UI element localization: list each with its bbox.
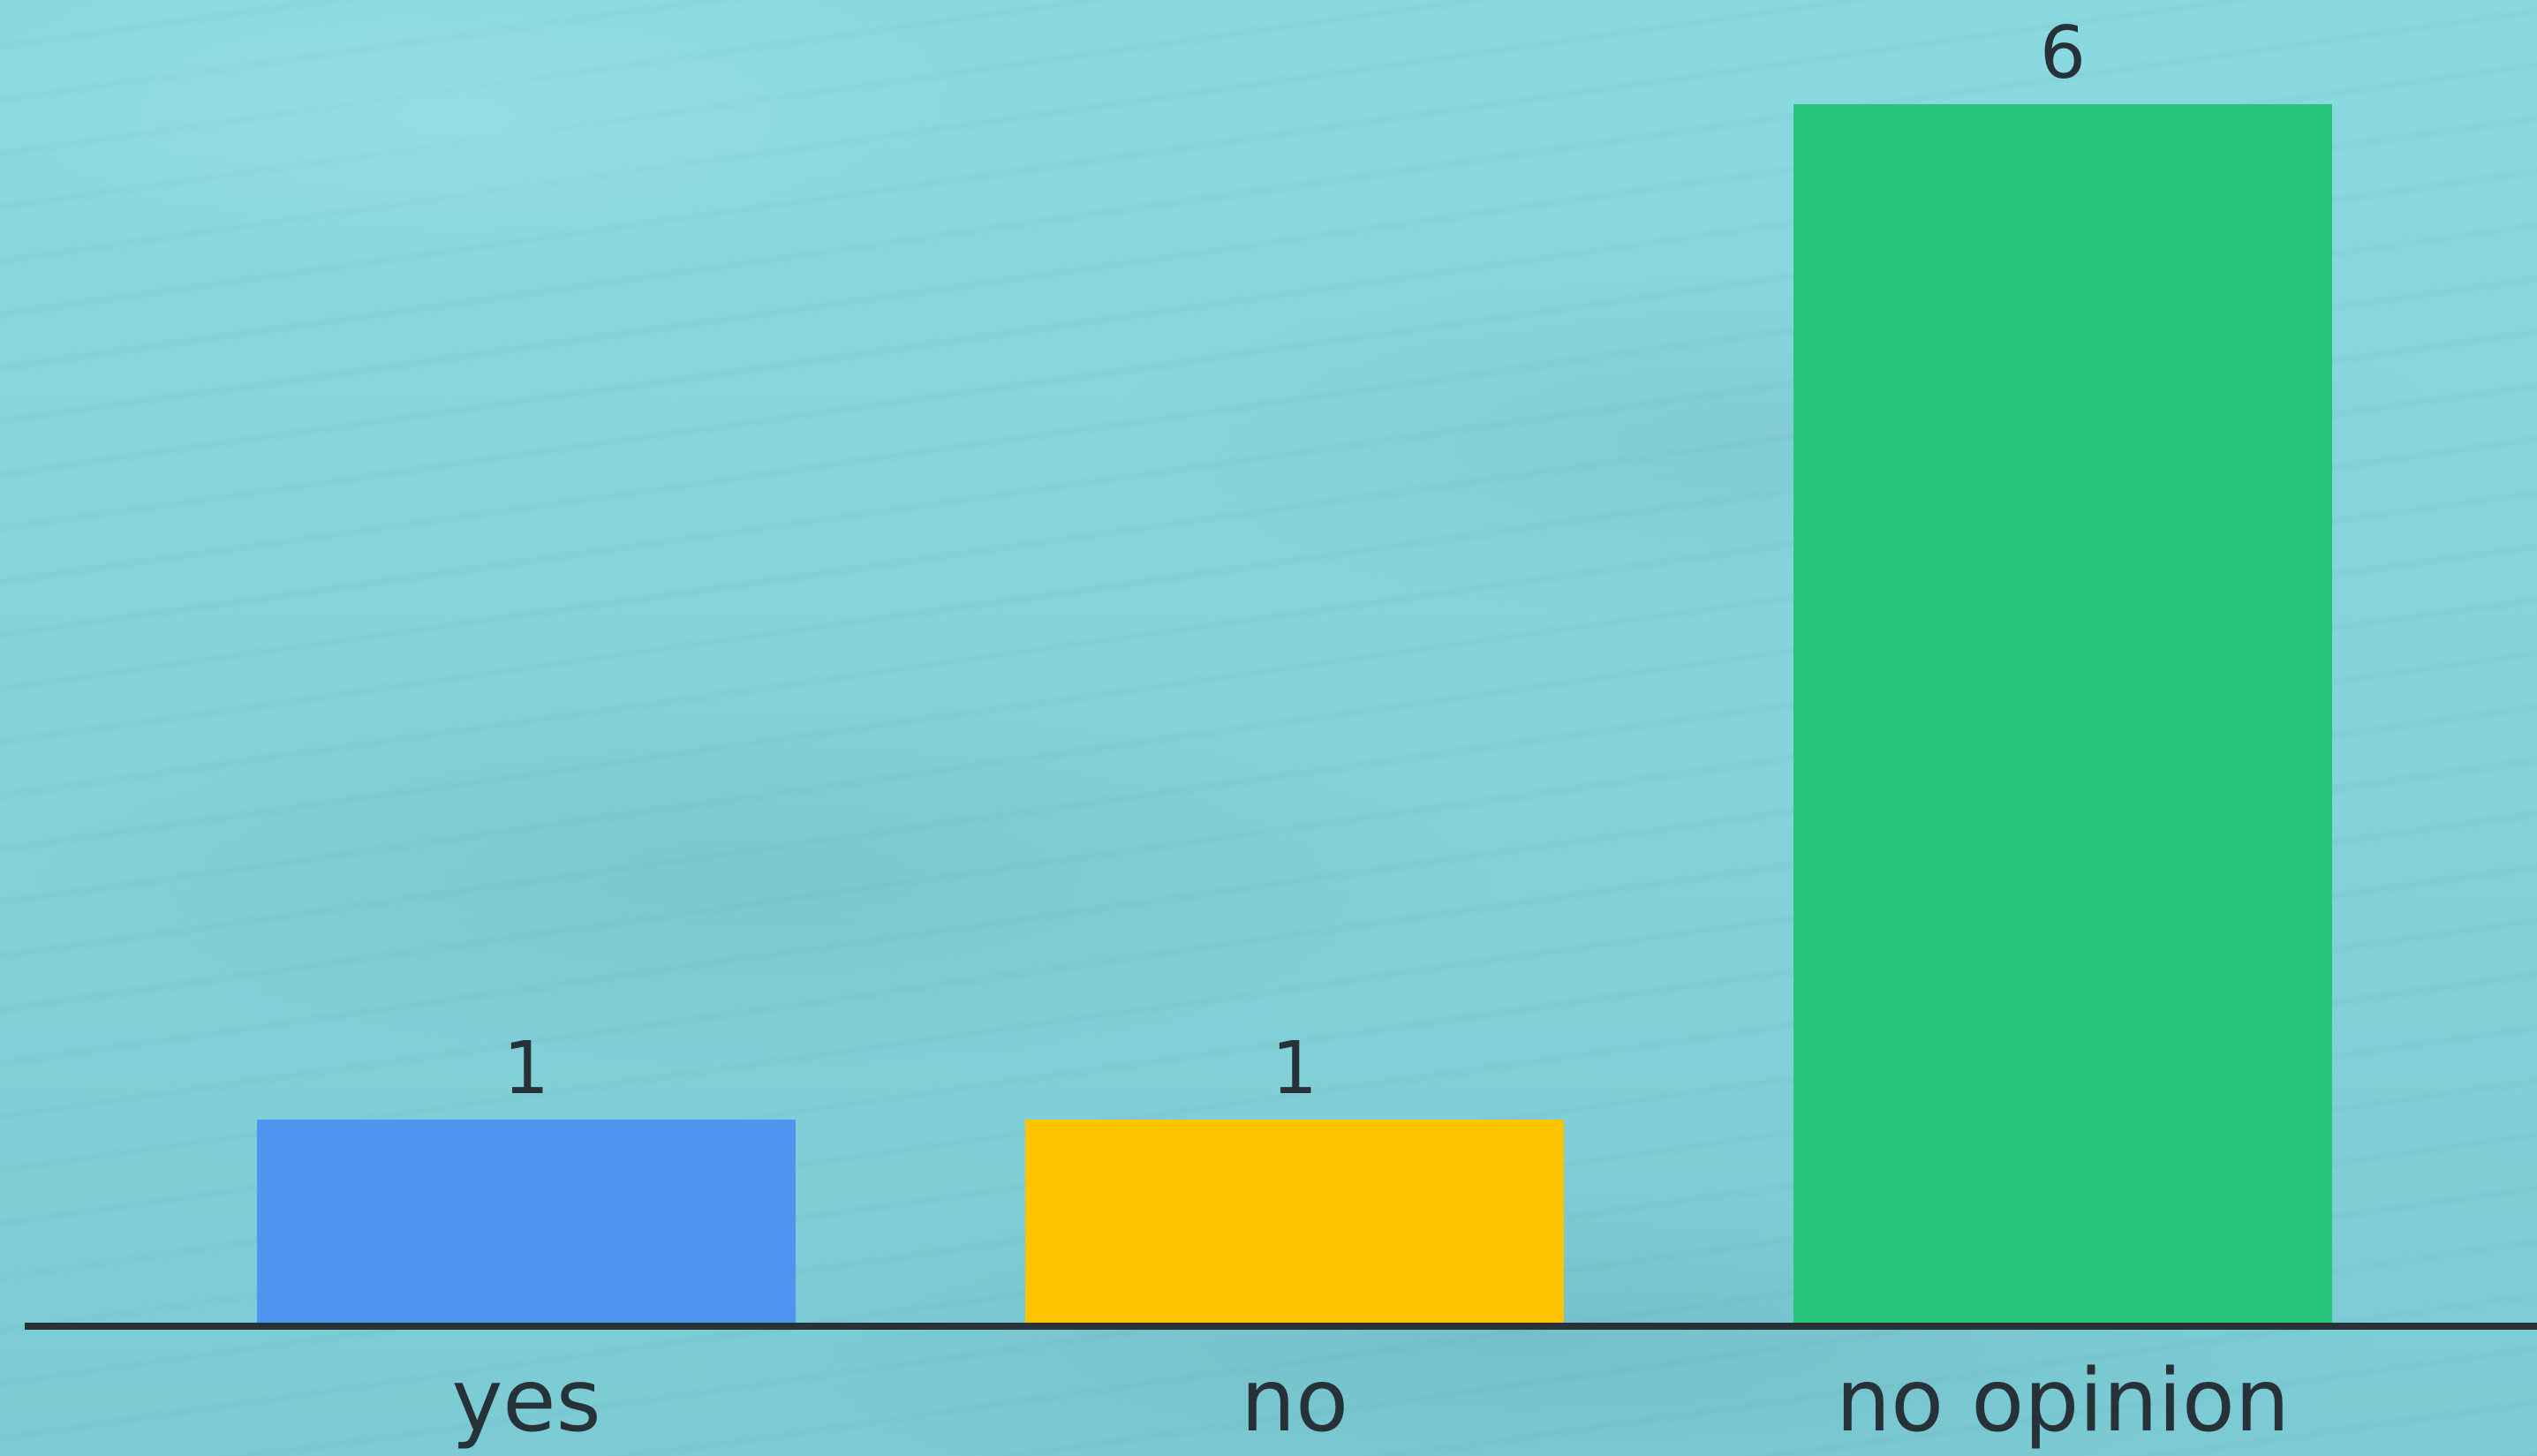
category-label-yes: yes <box>451 1351 600 1452</box>
value-labels-layer: 1 1 6 <box>503 11 2086 1111</box>
bars-layer <box>257 104 2332 1323</box>
category-label-no-opinion: no opinion <box>1836 1351 2290 1452</box>
bar-yes <box>257 1120 796 1323</box>
value-label-yes: 1 <box>503 1027 549 1111</box>
value-label-no: 1 <box>1272 1027 1318 1111</box>
category-labels-layer: yes no no opinion <box>451 1351 2290 1452</box>
category-label-no: no <box>1241 1351 1348 1452</box>
bar-no-opinion <box>1793 104 2332 1323</box>
bar-no <box>1025 1120 1564 1323</box>
value-label-no-opinion: 6 <box>2040 11 2086 95</box>
